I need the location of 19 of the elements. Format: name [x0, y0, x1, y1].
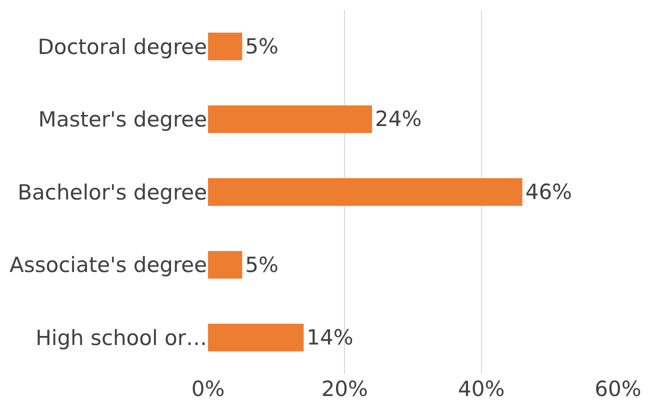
y-tick-label: Bachelor's degree [18, 180, 207, 204]
bar [208, 105, 372, 134]
x-tick-label: 0% [191, 377, 225, 401]
x-tick-label: 60% [594, 377, 642, 401]
x-tick-label: 40% [458, 377, 505, 401]
y-tick-label: Doctoral degree [38, 34, 207, 59]
data-label: 24% [375, 107, 422, 132]
x-tick-label: 20% [321, 377, 368, 401]
bar [208, 324, 304, 352]
y-tick-label: Associate's degree [10, 253, 207, 278]
y-tick-label: Master's degree [38, 108, 207, 132]
bar [208, 32, 242, 60]
data-label: 14% [306, 326, 354, 350]
data-label: 46% [525, 180, 572, 204]
data-label: 5% [245, 34, 278, 58]
data-label: 5% [245, 252, 278, 277]
bar [208, 250, 242, 279]
y-tick-label: High school or… [36, 326, 207, 350]
bar [208, 178, 522, 206]
